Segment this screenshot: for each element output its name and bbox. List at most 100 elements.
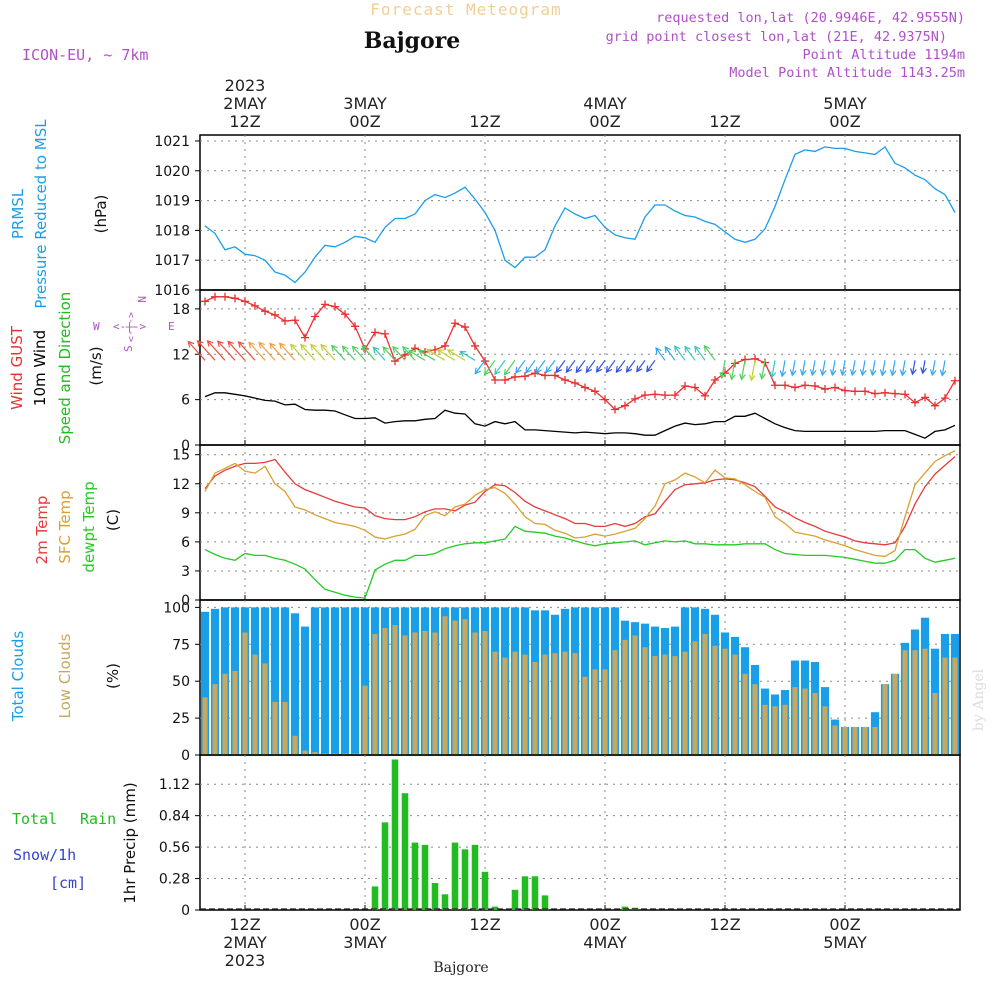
rain-bar [451,842,459,910]
low-cloud-bar [622,639,628,755]
wind-direction-arrow [831,360,836,376]
cloud-label-low: Low Clouds [56,633,74,718]
temp-unit: (C) [104,509,122,531]
y-tick-label-clouds: 100 [163,600,190,616]
y-tick-label-precip: 0 [181,903,190,919]
gust-point [561,375,569,384]
gust-point [941,394,949,403]
top-time-label: 2023 [225,76,266,95]
top-time-label: 4MAY [583,94,627,113]
low-cloud-bar [872,726,878,755]
y-tick-label-clouds: 0 [181,748,190,764]
total-cloud-bar [330,607,340,755]
compass-arrows-vertical: <-|-> [125,312,136,342]
low-cloud-bar [842,726,848,755]
low-cloud-bar [422,631,428,755]
low-cloud-bar [392,625,398,755]
wind-direction-arrow [238,341,256,361]
low-cloud-bar [212,684,218,755]
low-cloud-bar [852,726,858,755]
wind-arrow-head [341,345,349,353]
pressure-unit: (hPa) [92,195,110,234]
wind-arrow-head [248,341,255,349]
gust-point [401,351,409,360]
wind-direction-arrow [525,359,536,374]
low-cloud-bar [732,654,738,755]
gust-point [571,379,579,387]
precip-panel-labels: Total Rain Snow/1h [cm] 1hr Precip (mm) [12,782,139,903]
compass-rose: N S W E <-|-> <-|-> [93,296,175,352]
gust-point [261,307,269,316]
wind-direction-arrow [207,340,226,361]
top-time-label: 12Z [469,112,500,131]
bottom-time-label: 00Z [829,915,860,934]
wind-arrow-head [809,369,817,377]
top-time-label: 2MAY [223,94,267,113]
gust-point [621,401,629,410]
low-cloud-bar [502,657,508,755]
rain-bar [461,849,469,910]
wind-arrow-head [889,369,897,377]
gust-point [661,391,669,400]
gust-point [551,371,559,380]
wind-direction-arrow [258,342,276,361]
rain-bar [391,759,399,910]
wind-arrow-head [289,343,297,351]
low-cloud-bar [232,670,238,755]
low-cloud-bar [782,704,788,755]
wind-arrow-head [779,370,787,378]
wind-arrow-head [436,349,444,356]
gust-point [611,405,619,414]
rain-bar [511,889,519,910]
low-cloud-bar [672,656,678,755]
wind-direction-arrow [931,360,936,376]
panel-frame-temperature [199,444,961,601]
low-cloud-bar [472,632,478,755]
wind-label-gust: Wind GUST [8,325,26,410]
gust-point [211,292,219,301]
top-time-label: 12Z [229,112,260,131]
low-cloud-bar [612,650,618,755]
wind-arrow-head [425,348,433,355]
wind-arrow-head [417,350,425,357]
pressure-label-msl: Pressure Reduced to MSL [32,119,50,309]
panel-clouds: 0 25 50 75 100 [163,599,961,764]
gust-point [301,333,309,342]
low-cloud-bar [922,648,928,755]
gust-point [641,391,649,400]
wind-arrow-head [849,369,857,377]
gust-point [711,375,719,384]
precip-unit: 1hr Precip (mm) [121,782,139,903]
wind-direction-arrow [596,359,606,373]
wind-direction-arrow [575,359,586,373]
wind-arrow-head [819,369,827,377]
y-tick-label-pressure: 1021 [154,134,190,150]
top-time-label: 00Z [829,112,860,131]
bottom-time-label: 5MAY [823,933,867,952]
wind-direction-arrow [626,359,636,373]
gust-point [861,387,869,396]
wind-direction-arrow [515,359,526,374]
gust-point [931,401,939,410]
total-cloud-bar [210,608,220,755]
bottom-time-label: 12Z [709,915,740,934]
wind-arrow-head [408,350,416,357]
wind-direction-arrow [891,360,896,376]
low-cloud-bar [652,656,658,755]
low-cloud-bar [262,663,268,755]
wind-arrow-head [535,366,542,374]
y-tick-label-wind: 12 [172,347,190,363]
low-cloud-bar [692,641,698,755]
y-tick-label-precip: 0.28 [159,872,190,888]
wind-direction-arrow [761,360,766,379]
gust-point [441,341,449,350]
y-tick-label-clouds: 75 [172,637,190,653]
series-line-2m-temp [204,456,956,546]
gust-point [881,388,889,397]
low-cloud-bar [722,648,728,755]
wind-arrow-head [227,340,234,348]
gust-point [841,386,849,395]
wind-direction-arrow [615,359,626,373]
compass-south: S [122,345,135,352]
total-cloud-bar [360,607,370,755]
